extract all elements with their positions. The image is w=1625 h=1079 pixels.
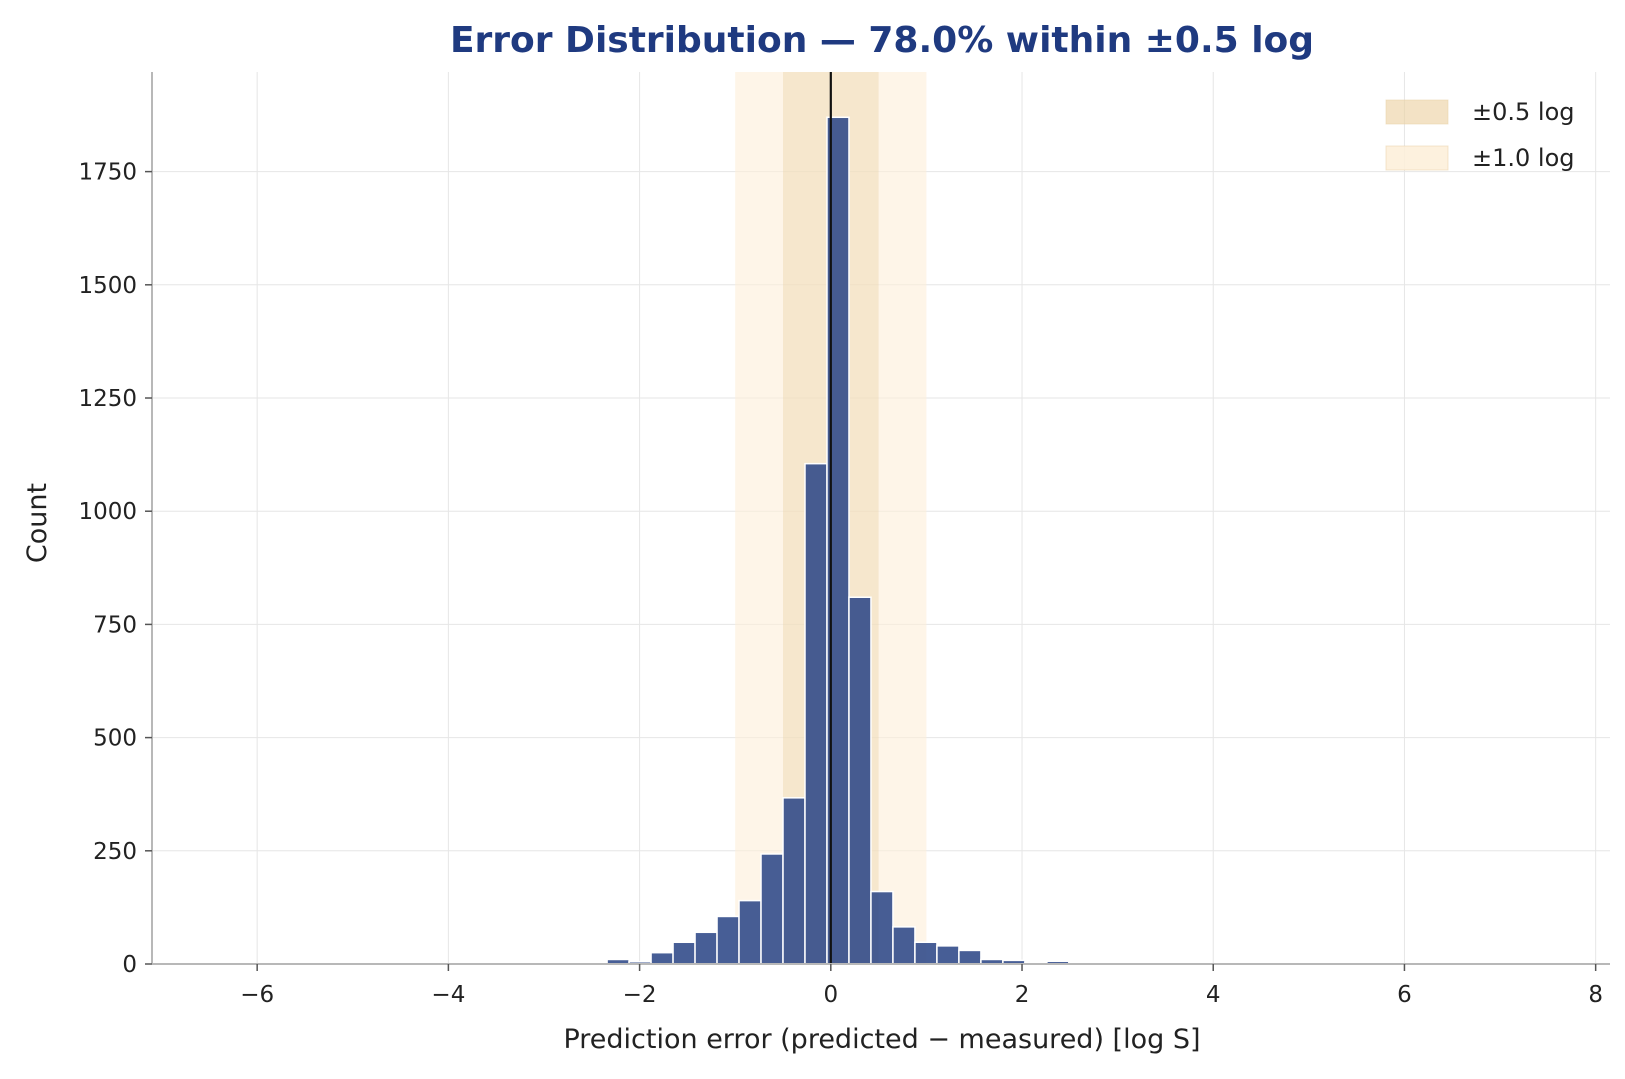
legend: ±0.5 log ±1.0 log <box>1385 98 1575 172</box>
histogram-bar <box>672 941 696 965</box>
x-tick-label: 4 <box>1206 982 1221 1008</box>
histogram-bar <box>738 899 762 965</box>
histogram-bar <box>870 890 894 965</box>
chart-title: Error Distribution — 78.0% within ±0.5 l… <box>450 20 1314 61</box>
x-tick-label: −2 <box>623 982 657 1008</box>
y-tick-label: 1250 <box>78 386 137 412</box>
x-tick-label: 0 <box>823 982 838 1008</box>
legend-swatch <box>1385 99 1449 125</box>
histogram-bar <box>914 941 938 965</box>
histogram-bar <box>958 949 982 965</box>
x-tick-label: 8 <box>1588 982 1603 1008</box>
y-tick-label: 1000 <box>78 499 137 525</box>
y-tick-label: 0 <box>122 952 137 978</box>
histogram-bar <box>936 945 960 965</box>
x-axis-label: Prediction error (predicted − measured) … <box>563 1024 1200 1055</box>
histogram-bar <box>694 931 718 965</box>
legend-swatch <box>1385 145 1449 171</box>
histogram-bar <box>782 797 806 965</box>
x-tick-label: −6 <box>240 982 274 1008</box>
axes <box>151 72 1610 965</box>
y-tick-label: 750 <box>93 612 137 638</box>
histogram-bar <box>892 926 916 965</box>
y-axis-label: Count <box>22 483 53 563</box>
x-axis-ticks: −6 −4 −2 0 2 4 6 8 <box>240 964 1603 1008</box>
y-tick-label: 1500 <box>78 273 137 299</box>
y-tick-label: 250 <box>93 839 137 865</box>
legend-label: ±0.5 log <box>1472 98 1575 126</box>
histogram-bar <box>804 462 828 965</box>
y-tick-label: 1750 <box>78 160 137 186</box>
y-tick-label: 500 <box>93 726 137 752</box>
y-axis-ticks: 0 250 500 750 1000 1250 1500 1750 <box>78 160 152 978</box>
histogram-bar <box>848 596 872 965</box>
histogram-bars <box>606 116 1092 965</box>
histogram-bar <box>650 951 674 965</box>
histogram-bar <box>716 915 740 965</box>
histogram-bar <box>760 853 784 965</box>
x-tick-label: 6 <box>1397 982 1412 1008</box>
legend-label: ±1.0 log <box>1472 144 1575 172</box>
x-tick-label: 2 <box>1015 982 1030 1008</box>
x-tick-label: −4 <box>431 982 465 1008</box>
